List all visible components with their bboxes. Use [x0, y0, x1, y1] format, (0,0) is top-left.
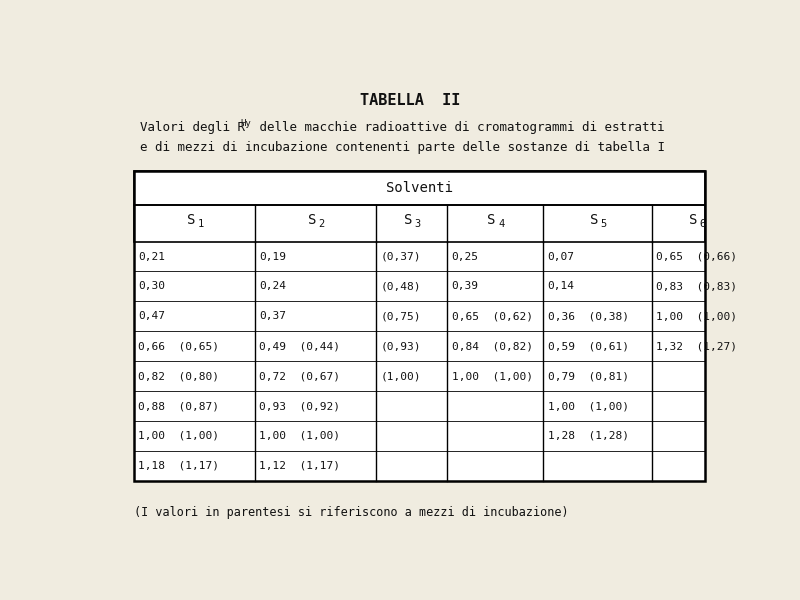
Text: 0,88  (0,87): 0,88 (0,87)	[138, 401, 219, 411]
Text: 0,49  (0,44): 0,49 (0,44)	[259, 341, 340, 351]
Text: S: S	[186, 213, 195, 227]
Text: 0,30: 0,30	[138, 281, 166, 292]
Text: 1,00  (1,00): 1,00 (1,00)	[451, 371, 533, 381]
Text: 0,21: 0,21	[138, 251, 166, 262]
Text: 1,18  (1,17): 1,18 (1,17)	[138, 461, 219, 471]
Text: Hy: Hy	[240, 119, 251, 128]
Text: (1,00): (1,00)	[380, 371, 421, 381]
Text: 1,00  (1,00): 1,00 (1,00)	[656, 311, 737, 322]
Text: 0,47: 0,47	[138, 311, 166, 322]
Text: 1,00  (1,00): 1,00 (1,00)	[138, 431, 219, 441]
Text: 1,28  (1,28): 1,28 (1,28)	[548, 431, 629, 441]
Text: 3: 3	[414, 220, 421, 229]
Text: 1,32  (1,27): 1,32 (1,27)	[656, 341, 737, 351]
Text: 0,66  (0,65): 0,66 (0,65)	[138, 341, 219, 351]
Text: (0,75): (0,75)	[380, 311, 421, 322]
Text: 0,07: 0,07	[548, 251, 574, 262]
Text: 0,36  (0,38): 0,36 (0,38)	[548, 311, 629, 322]
Text: 6: 6	[700, 220, 706, 229]
Text: 0,24: 0,24	[259, 281, 286, 292]
Text: 0,72  (0,67): 0,72 (0,67)	[259, 371, 340, 381]
Text: 2: 2	[318, 220, 325, 229]
Text: 0,65  (0,66): 0,65 (0,66)	[656, 251, 737, 262]
Text: S: S	[307, 213, 316, 227]
Text: 4: 4	[498, 220, 505, 229]
Text: (I valori in parentesi si riferiscono a mezzi di incubazione): (I valori in parentesi si riferiscono a …	[134, 506, 569, 519]
Text: Valori degli R: Valori degli R	[140, 121, 246, 134]
Text: S: S	[487, 213, 496, 227]
Text: e di mezzi di incubazione contenenti parte delle sostanze di tabella I: e di mezzi di incubazione contenenti par…	[140, 141, 666, 154]
Text: 0,83  (0,83): 0,83 (0,83)	[656, 281, 737, 292]
Text: 0,79  (0,81): 0,79 (0,81)	[548, 371, 629, 381]
Text: 0,14: 0,14	[548, 281, 574, 292]
Text: 0,84  (0,82): 0,84 (0,82)	[451, 341, 533, 351]
Text: delle macchie radioattive di cromatogrammi di estratti: delle macchie radioattive di cromatogram…	[252, 121, 665, 134]
Text: Solventi: Solventi	[386, 181, 453, 195]
Text: (0,48): (0,48)	[380, 281, 421, 292]
Text: 0,37: 0,37	[259, 311, 286, 322]
Bar	[134, 205, 705, 242]
Bar	[134, 172, 705, 205]
Text: (0,37): (0,37)	[380, 251, 421, 262]
Text: 0,25: 0,25	[451, 251, 478, 262]
Text: 5: 5	[601, 220, 607, 229]
Text: 1,12  (1,17): 1,12 (1,17)	[259, 461, 340, 471]
Text: 0,59  (0,61): 0,59 (0,61)	[548, 341, 629, 351]
Text: TABELLA  II: TABELLA II	[360, 93, 460, 108]
Text: 0,65  (0,62): 0,65 (0,62)	[451, 311, 533, 322]
Text: 1,00  (1,00): 1,00 (1,00)	[259, 431, 340, 441]
Text: S: S	[689, 213, 698, 227]
Text: 0,82  (0,80): 0,82 (0,80)	[138, 371, 219, 381]
Text: S: S	[404, 213, 412, 227]
Text: 0,19: 0,19	[259, 251, 286, 262]
Text: S: S	[590, 213, 598, 227]
Text: (0,93): (0,93)	[380, 341, 421, 351]
Text: 0,39: 0,39	[451, 281, 478, 292]
Text: 0,93  (0,92): 0,93 (0,92)	[259, 401, 340, 411]
Text: 1: 1	[198, 220, 204, 229]
Text: 1,00  (1,00): 1,00 (1,00)	[548, 401, 629, 411]
